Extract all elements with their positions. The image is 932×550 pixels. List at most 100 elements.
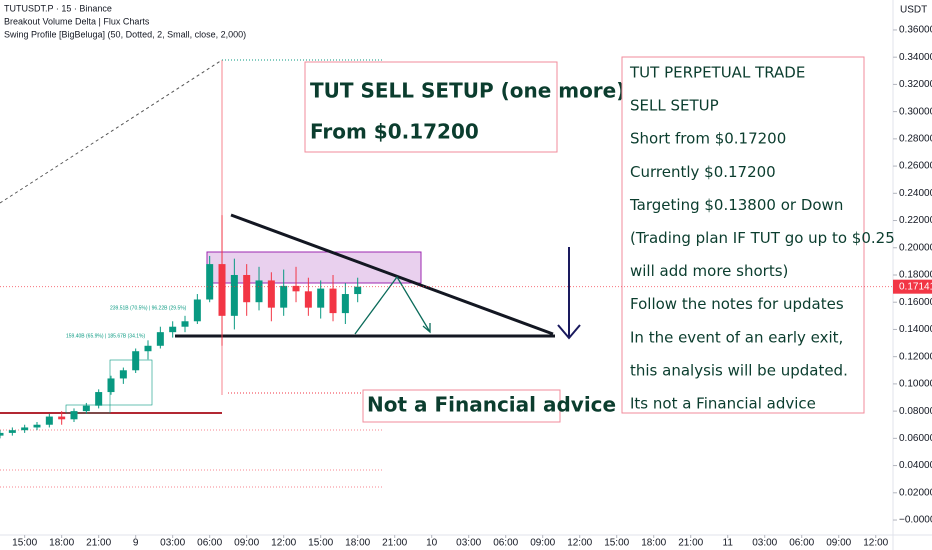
y-tick-label: 0.24000 [899,188,932,199]
note-line: Targeting $0.13800 or Down [629,196,843,214]
note-line: Follow the notes for updates [630,295,844,313]
symbol: TUTUSDT.P · 15 · Binance [4,3,112,13]
note-line: Its not a Financial advice [630,395,816,413]
candle-body [169,326,177,333]
x-tick-label: 12:00 [271,538,296,549]
x-tick-label: 09:00 [530,538,555,549]
x-tick-label: 09:00 [826,538,851,549]
x-tick-label: 21:00 [678,538,703,549]
x-tick-label: 06:00 [493,538,518,549]
x-tick-label: 03:00 [160,538,185,549]
y-tick-label: 0.26000 [899,161,932,172]
x-tick-label: 12:00 [567,538,592,549]
notes-box [621,56,865,414]
x-tick-label: 09:00 [234,538,259,549]
resistance-zone [206,251,422,284]
candle-body [304,291,312,308]
x-tick-label: 06:00 [789,538,814,549]
x-tick-label: 15:00 [308,538,333,549]
x-tick-label: 18:00 [345,538,370,549]
candle-body [0,432,4,436]
y-tick-label: 0.16000 [899,297,932,308]
y-tick-label: 0.06000 [899,433,932,444]
candle-body [341,294,349,314]
candle-body [230,274,238,316]
currency: USDT [900,5,927,16]
x-tick-label: 03:00 [752,538,777,549]
indicator: Breakout Volume Delta | Flux Charts [4,16,150,26]
setup-title: TUT SELL SETUP (one more) [310,79,625,103]
y-tick-label: 0.14000 [899,324,932,335]
candle-body [58,416,66,420]
candle-body [144,345,152,352]
candle-body [267,280,275,308]
note-line: SELL SETUP [630,97,719,115]
candle-body [45,416,53,425]
candle-body [243,274,251,303]
y-tick-label: 0.28000 [899,133,932,144]
note-line: will add more shorts) [630,262,788,280]
candle-body [132,351,140,371]
candle-body [119,370,127,379]
candle-body [206,264,214,300]
last-price-label: 0.17141 [899,281,932,292]
x-tick-label: 12:00 [863,538,888,549]
x-tick-label: 15:00 [604,538,629,549]
disclaimer-box [362,389,561,423]
y-tick-label: 0.22000 [899,215,932,226]
candle-body [95,392,103,406]
note-line: Currently $0.17200 [630,163,776,181]
x-tick-label: 15:00 [12,538,37,549]
candle-body [329,288,337,314]
drawings: 239.51B (70.5%) | 96.22B (29.5%) 159.40B… [0,56,865,488]
y-tick-label: 0.08000 [899,406,932,417]
setup-box [304,61,558,153]
y-tick-label: 0.34000 [899,52,932,63]
note-line: TUT PERPETUAL TRADE [629,64,805,82]
candle-body [218,264,226,316]
delta-label: 239.51B (70.5%) | 96.22B (29.5%) [110,305,187,311]
y-tick-label: 0.10000 [899,379,932,390]
note-line: In the event of an early exit, [630,328,843,346]
y-tick-label: 0.18000 [899,270,932,281]
delta-box [65,404,111,414]
path-arrow [354,275,431,335]
x-tick-label: 03:00 [456,538,481,549]
x-tick-label: 11 [723,538,734,549]
x-tick-label: 21:00 [382,538,407,549]
y-tick-label: 0.32000 [899,79,932,90]
y-tick-label: 0.30000 [899,106,932,117]
candle-body [70,411,78,420]
y-tick-label: −0.0000 [899,515,932,526]
x-tick-label: 06:00 [197,538,222,549]
candle-body [317,288,325,308]
delta-box [109,359,153,406]
candle-body [21,427,29,431]
delta-label: 159.40B (65.9%) | 185.67B (34.1%) [66,333,145,339]
y-tick-label: 0.12000 [899,351,932,362]
x-tick-label: 21:00 [86,538,111,549]
candle-body [82,405,90,412]
y-tick-label: 0.20000 [899,242,932,253]
setup-from: From $0.17200 [310,120,479,144]
last-price-tag [893,279,932,294]
x-tick-label: 18:00 [641,538,666,549]
candle-body [193,299,201,322]
candle-body [33,424,41,428]
candle-body [107,378,115,393]
candle-body [292,285,300,292]
note-line: (Trading plan IF TUT go up to $0.25 [630,229,895,247]
candle-body [354,286,362,295]
candle-body [8,430,16,433]
disclaimer: Not a Financial advice [367,393,616,417]
note-line: Short from $0.17200 [630,130,786,148]
indicator: Swing Profile [BigBeluga] (50, Dotted, 2… [4,29,246,39]
x-tick-label: 18:00 [49,538,74,549]
note-line: this analysis will be updated. [630,361,848,379]
x-tick-label: 10 [426,538,438,549]
candle-body [255,280,263,303]
candle-body [181,321,189,327]
y-tick-label: 0.36000 [899,25,932,36]
triangle-line [230,213,554,336]
